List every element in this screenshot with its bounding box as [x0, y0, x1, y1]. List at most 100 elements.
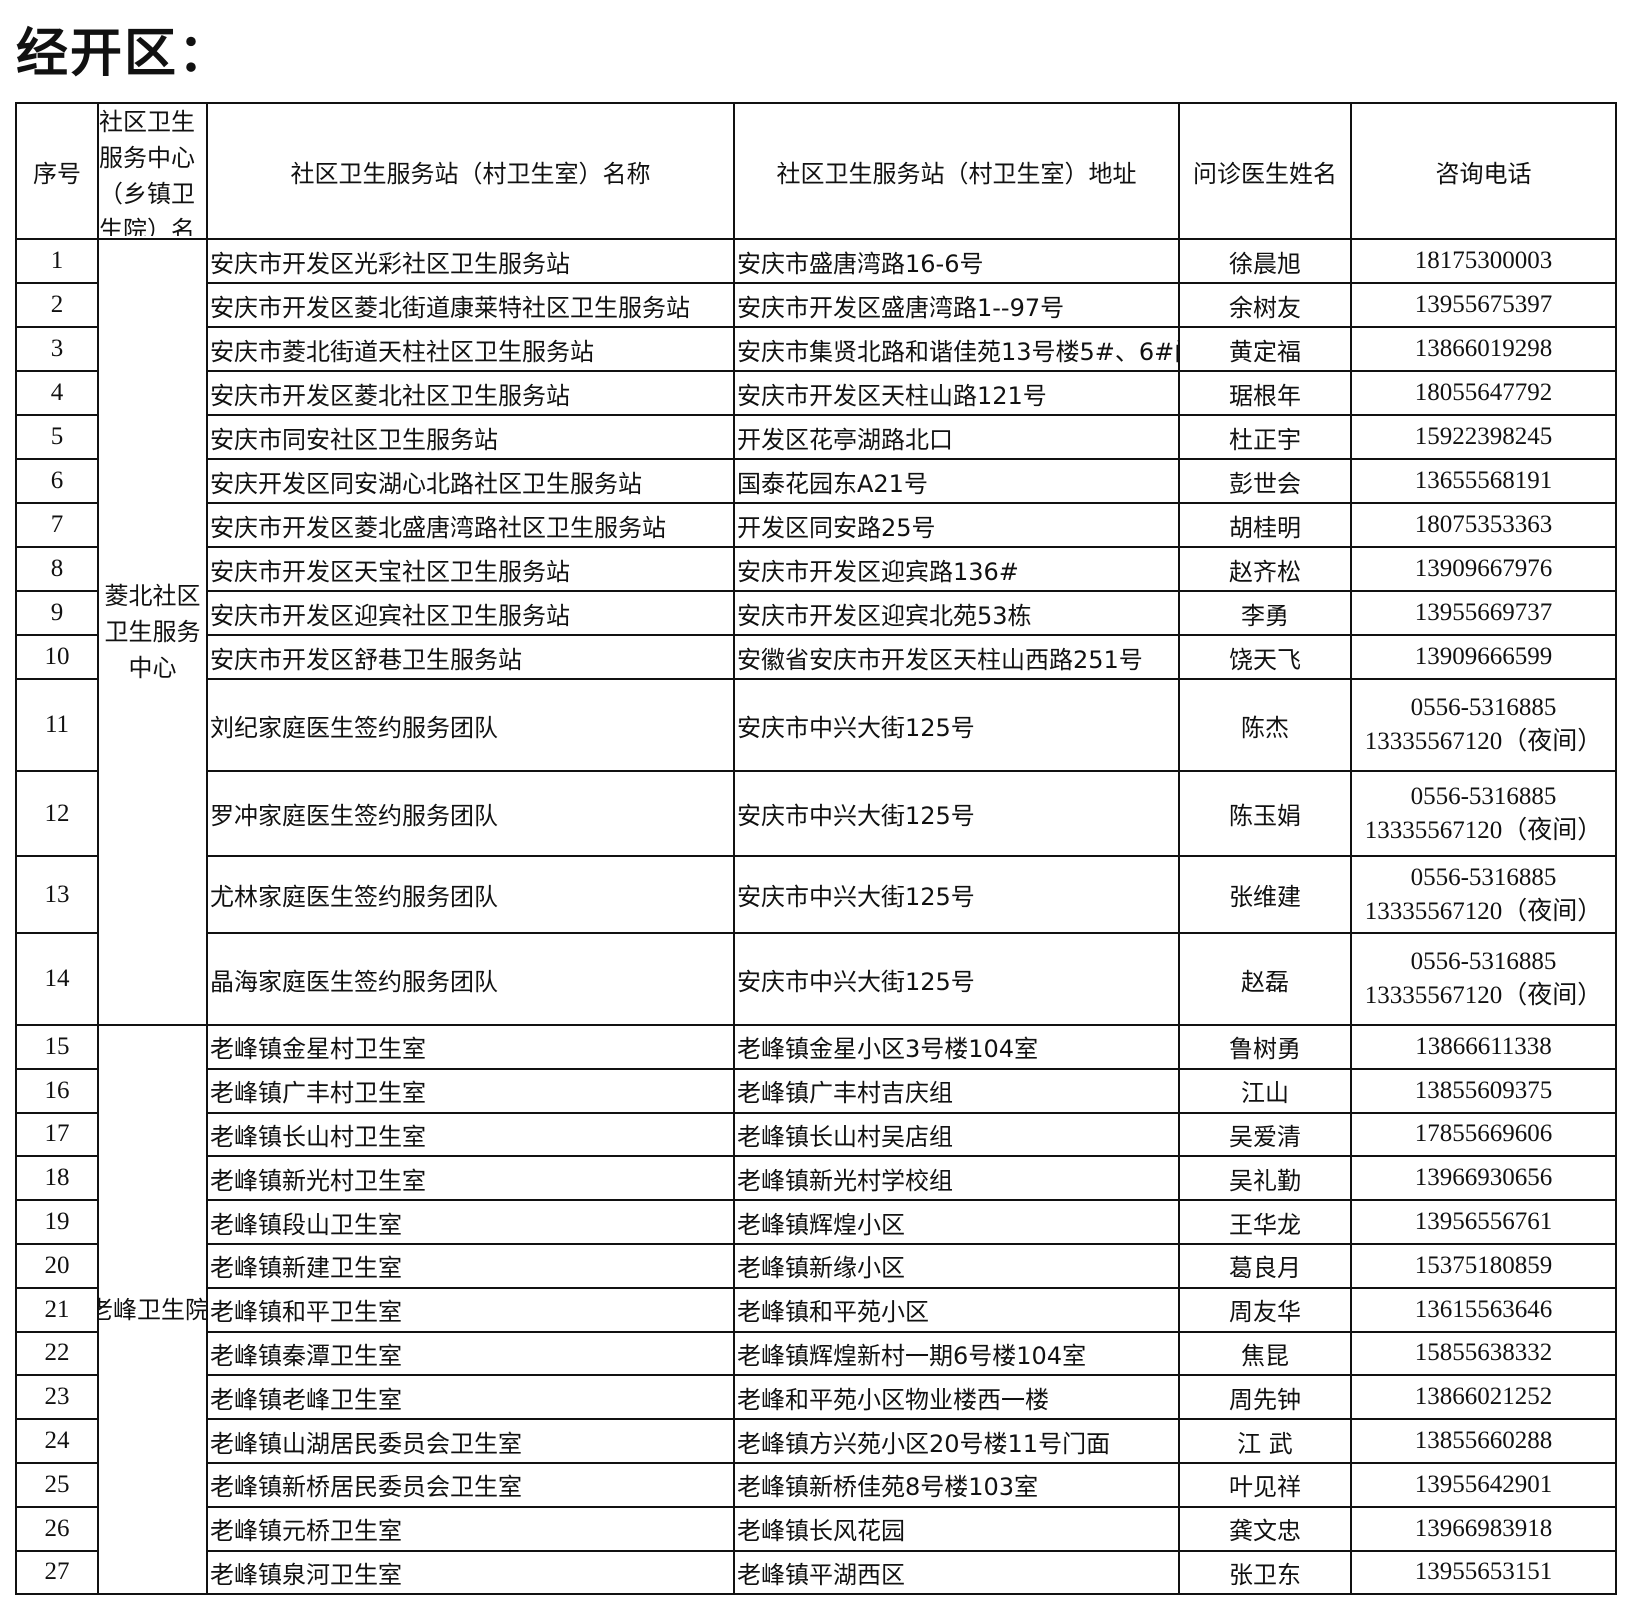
table-row: 13 尤林家庭医生签约服务团队 安庆市中兴大街125号 张维建 0556-5316885…	[15, 855, 1617, 934]
table-row: 12 罗冲家庭医生签约服务团队 安庆市中兴大街125号 陈玉娟 0556-5316885…	[15, 770, 1617, 857]
phone-number: 13956556761	[1350, 1199, 1617, 1245]
doctor-name: 琚根年	[1178, 370, 1352, 416]
phone-number: 13955669737	[1350, 590, 1617, 636]
phone-number: 17855669606	[1350, 1111, 1617, 1158]
row-index: 18	[15, 1155, 99, 1202]
clinic-table: 序号 社区卫生服务中心（乡镇卫生院）名称 社区卫生服务站（村卫生室）名称 社区卫…	[15, 102, 1617, 1596]
phone-number: 13855609375	[1350, 1067, 1617, 1114]
station-address: 老峰镇新缘小区	[733, 1242, 1180, 1289]
table-row: 8 安庆市开发区天宝社区卫生服务站 安庆市开发区迎宾路136# 赵齐松 13909667…	[15, 546, 1617, 592]
station-address: 开发区同安路25号	[733, 502, 1180, 548]
doctor-name: 饶天飞	[1178, 634, 1352, 680]
row-index: 25	[15, 1461, 99, 1508]
row-index: 17	[15, 1111, 99, 1158]
station-address: 老峰镇长山村吴店组	[733, 1111, 1180, 1158]
row-index: 15	[15, 1024, 99, 1070]
doctor-name: 陈杰	[1178, 678, 1352, 772]
row-index: 3	[15, 326, 99, 372]
table-row: 18 老峰镇新光村卫生室 老峰镇新光村学校组 吴礼勤 13966930656	[15, 1155, 1617, 1202]
doctor-name: 李勇	[1178, 590, 1352, 636]
phone-number: 13866611338	[1350, 1024, 1617, 1070]
station-address: 老峰镇新桥佳苑8号楼103室	[733, 1461, 1180, 1508]
table-row: 10 安庆市开发区舒巷卫生服务站 安徽省安庆市开发区天柱山西路251号 饶天飞 1390…	[15, 634, 1617, 680]
row-index: 1	[15, 238, 99, 284]
station-address: 老峰镇新光村学校组	[733, 1155, 1180, 1202]
station-address: 安庆市开发区盛唐湾路1--97号	[733, 282, 1180, 328]
table-row: 23 老峰镇老峰卫生室 老峰和平苑小区物业楼西一楼 周先钟 13866021252	[15, 1374, 1617, 1421]
station-address: 安庆市盛唐湾路16-6号	[733, 238, 1180, 284]
station-address: 老峰镇辉煌新村一期6号楼104室	[733, 1330, 1180, 1377]
table-row: 7 安庆市开发区菱北盛唐湾路社区卫生服务站 开发区同安路25号 胡桂明 18075353…	[15, 502, 1617, 548]
table-row: 1 菱北社区卫生服务中心 安庆市开发区光彩社区卫生服务站 安庆市盛唐湾路16-6号 徐晨…	[15, 238, 1617, 1026]
station-address: 老峰镇和平苑小区	[733, 1286, 1180, 1333]
station-name: 老峰镇新光村卫生室	[206, 1155, 735, 1202]
doctor-name: 黄定福	[1178, 326, 1352, 372]
station-address: 老峰镇长风花园	[733, 1505, 1180, 1552]
station-name: 老峰镇金星村卫生室	[206, 1024, 735, 1070]
row-index: 16	[15, 1067, 99, 1114]
table-row: 14 晶海家庭医生签约服务团队 安庆市中兴大街125号 赵磊 0556-5316885 …	[15, 932, 1617, 1026]
table-row: 19 老峰镇段山卫生室 老峰镇辉煌小区 王华龙 13956556761	[15, 1199, 1617, 1245]
station-address: 开发区花亭湖路北口	[733, 414, 1180, 460]
station-address: 安庆市集贤北路和谐佳苑13号楼5#、6#门面	[733, 326, 1180, 372]
header-station-name: 社区卫生服务站（村卫生室）名称	[206, 102, 735, 240]
table-row: 22 老峰镇秦潭卫生室 老峰镇辉煌新村一期6号楼104室 焦昆 15855638332	[15, 1330, 1617, 1377]
doctor-name: 鲁树勇	[1178, 1024, 1352, 1070]
table-row: 11 刘纪家庭医生签约服务团队 安庆市中兴大街125号 陈杰 0556-5316885 …	[15, 678, 1617, 772]
phone-number: 13655568191	[1350, 458, 1617, 504]
row-index: 11	[15, 678, 99, 772]
table-row: 24 老峰镇山湖居民委员会卫生室 老峰镇方兴苑小区20号楼11号门面江 武 13855…	[15, 1418, 1617, 1464]
table-body: 1 菱北社区卫生服务中心 安庆市开发区光彩社区卫生服务站 安庆市盛唐湾路16-6号 徐晨…	[15, 238, 1617, 1596]
row-index: 14	[15, 932, 99, 1026]
row-index: 23	[15, 1374, 99, 1421]
phone-number: 13955642901	[1350, 1461, 1617, 1508]
doctor-name: 胡桂明	[1178, 502, 1352, 548]
phone-number: 18075353363	[1350, 502, 1617, 548]
phone-number: 15922398245	[1350, 414, 1617, 460]
station-name: 安庆市开发区菱北街道康莱特社区卫生服务站	[206, 282, 735, 328]
table-row: 6 安庆开发区同安湖心北路社区卫生服务站 国泰花园东A21号 彭世会 136555681…	[15, 458, 1617, 504]
station-name: 老峰镇元桥卫生室	[206, 1505, 735, 1552]
station-address: 安徽省安庆市开发区天柱山西路251号	[733, 634, 1180, 680]
header-phone: 咨询电话	[1350, 102, 1617, 240]
table-row: 20 老峰镇新建卫生室 老峰镇新缘小区 葛良月 15375180859	[15, 1242, 1617, 1289]
phone-number: 18175300003	[1350, 238, 1617, 284]
table-row: 15 老峰卫生院 老峰镇金星村卫生室 老峰镇金星小区3号楼104室 鲁树勇 1386661…	[15, 1023, 1617, 1596]
station-address: 安庆市开发区天柱山路121号	[733, 370, 1180, 416]
doctor-name: 焦昆	[1178, 1330, 1352, 1377]
row-index: 6	[15, 458, 99, 504]
station-address: 老峰镇平湖西区	[733, 1549, 1180, 1596]
table-row: 16 老峰镇广丰村卫生室 老峰镇广丰村吉庆组 江山 13855609375	[15, 1067, 1617, 1114]
doctor-name: 彭世会	[1178, 458, 1352, 504]
header-center: 社区卫生服务中心（乡镇卫生院）名称	[97, 102, 208, 240]
station-address: 国泰花园东A21号	[733, 458, 1180, 504]
station-address: 安庆市中兴大街125号	[733, 855, 1180, 934]
phone-number: 13966983918	[1350, 1505, 1617, 1552]
phone-number: 13966930656	[1350, 1155, 1617, 1202]
row-index: 10	[15, 634, 99, 680]
station-name: 老峰镇泉河卫生室	[206, 1549, 735, 1596]
header-station-address: 社区卫生服务站（村卫生室）地址	[733, 102, 1180, 240]
table-row: 5 安庆市同安社区卫生服务站 开发区花亭湖路北口 杜正宇 15922398245	[15, 414, 1617, 460]
center-name: 菱北社区卫生服务中心	[97, 238, 208, 1026]
table-row: 3 安庆市菱北街道天柱社区卫生服务站 安庆市集贤北路和谐佳苑13号楼5#、6#门面黄…	[15, 326, 1617, 372]
row-index: 12	[15, 770, 99, 857]
row-index: 19	[15, 1199, 99, 1245]
row-index: 5	[15, 414, 99, 460]
doctor-name: 王华龙	[1178, 1199, 1352, 1245]
phone-number: 13855660288	[1350, 1418, 1617, 1464]
phone-number: 13866019298	[1350, 326, 1617, 372]
station-address: 老峰镇金星小区3号楼104室	[733, 1024, 1180, 1070]
phone-number: 13909666599	[1350, 634, 1617, 680]
doctor-name: 赵齐松	[1178, 546, 1352, 592]
phone-number: 0556-5316885 13335567120（夜间）	[1350, 932, 1617, 1026]
phone-number: 13955675397	[1350, 282, 1617, 328]
doctor-name: 叶见祥	[1178, 1461, 1352, 1508]
phone-number: 0556-5316885 13335567120（夜间）	[1350, 855, 1617, 934]
doctor-name: 杜正宇	[1178, 414, 1352, 460]
station-name: 安庆市开发区舒巷卫生服务站	[206, 634, 735, 680]
table-row: 27 老峰镇泉河卫生室 老峰镇平湖西区 张卫东 13955653151	[15, 1549, 1617, 1596]
station-name: 安庆市开发区迎宾社区卫生服务站	[206, 590, 735, 636]
station-name: 安庆市开发区天宝社区卫生服务站	[206, 546, 735, 592]
doctor-name: 张维建	[1178, 855, 1352, 934]
